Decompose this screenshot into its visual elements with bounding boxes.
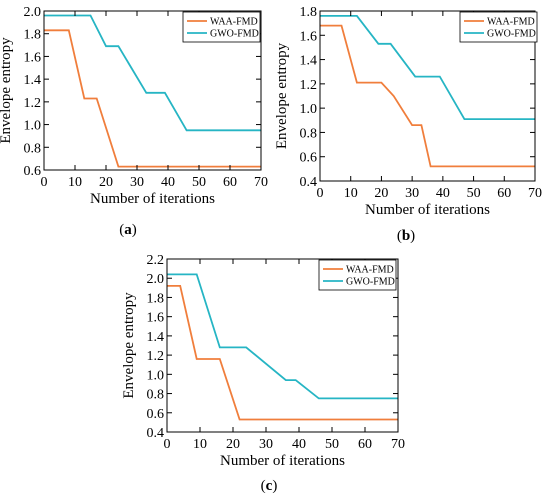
series-line-waa-fmd [320,24,535,168]
x-tick-label: 50 [325,437,339,452]
y-tick-label: 2.0 [147,272,165,287]
y-tick-label: 0.6 [147,407,165,422]
x-tick-label: 20 [226,437,240,452]
y-axis-title: Envelope entropy [121,292,137,399]
x-tick-label: 50 [467,186,481,201]
chart-panel-a: 0 10 20 30 40 50 60 70 0.6 0.8 1.0 1.2 1.4 1.6 1.8 2.0 N… [0,5,268,238]
panel-label: (c) [261,478,278,494]
x-tick-label: 70 [528,186,542,201]
series-line-waa-fmd [44,29,261,168]
y-tick-label: 1.0 [300,102,318,117]
x-tick-label: 60 [497,186,511,201]
series-line-gwo-fmd [44,14,261,132]
legend-box [459,11,538,43]
x-tick-label: 30 [405,186,419,201]
legend-label-gwo-fmd: GWO-FMD [346,277,395,288]
x-tick-label: 40 [292,437,306,452]
y-tick-label: 0.4 [300,175,318,190]
x-tick-label: 50 [192,175,206,190]
series-line-gwo-fmd [320,14,535,120]
x-tick-label: 0 [317,186,324,201]
legend-label-waa-fmd: WAA-FMD [346,265,394,276]
x-tick-label: 20 [374,186,388,201]
y-tick-label: 0.8 [300,126,318,141]
y-tick-label: 1.6 [300,29,318,44]
plot-frame [43,10,262,171]
y-tick-label: 2.0 [24,5,42,20]
x-axis-title: Number of iterations [90,191,215,207]
y-tick-label: 1.6 [147,311,165,326]
plot-frame [319,10,536,182]
series-line-waa-fmd [167,284,398,421]
x-tick-label: 40 [161,175,175,190]
x-axis-title: Number of iterations [220,453,345,469]
panel-label: (a) [119,222,137,238]
y-tick-label: 1.2 [300,78,318,93]
y-tick-label: 0.4 [147,426,165,441]
y-tick-label: 1.2 [24,96,42,111]
y-tick-label: 1.8 [147,291,165,306]
y-tick-label: 1.6 [24,50,42,65]
y-tick-label: 0.8 [24,141,42,156]
y-tick-label: 1.8 [300,5,318,20]
legend-label-gwo-fmd: GWO-FMD [487,29,536,40]
x-tick-label: 70 [391,437,405,452]
x-tick-label: 0 [41,175,48,190]
y-tick-label: 1.4 [147,330,165,345]
x-tick-label: 30 [259,437,273,452]
y-tick-label: 0.6 [300,151,318,166]
y-tick-label: 1.2 [147,349,165,364]
y-tick-label: 0.6 [24,164,42,179]
legend-label-waa-fmd: WAA-FMD [210,17,258,28]
chart-panel-b: 0 10 20 30 40 50 60 70 0.4 0.6 0.8 1.0 1.2 1.4 1.6 1.8 N… [274,5,542,244]
x-tick-label: 60 [358,437,372,452]
y-axis-title: Envelope entropy [0,37,14,144]
legend-label-gwo-fmd: GWO-FMD [210,29,259,40]
x-tick-label: 20 [99,175,113,190]
y-tick-label: 1.4 [24,73,42,88]
legend-box [182,11,261,43]
y-tick-label: 1.0 [24,119,42,134]
x-tick-label: 10 [193,437,207,452]
legend-label-waa-fmd: WAA-FMD [487,17,535,28]
legend-box [318,259,397,291]
panel-label: (b) [397,228,415,244]
y-axis-title: Envelope entropy [274,42,290,149]
y-tick-label: 1.0 [147,368,165,383]
x-tick-label: 60 [223,175,237,190]
series-line-gwo-fmd [167,273,398,400]
plot-frame [166,258,399,433]
x-axis-title: Number of iterations [365,202,490,218]
x-tick-label: 0 [164,437,171,452]
chart-panel-c: 0 10 20 30 40 50 60 70 0.4 0.6 0.8 1.0 1.2 1.4 1.6 1.8 2… [121,253,405,494]
y-tick-label: 2.2 [147,253,165,268]
y-tick-label: 1.4 [300,54,318,69]
x-tick-label: 40 [436,186,450,201]
x-tick-label: 70 [254,175,268,190]
y-tick-label: 0.8 [147,388,165,403]
x-tick-label: 10 [68,175,82,190]
y-tick-label: 1.8 [24,28,42,43]
x-tick-label: 10 [344,186,358,201]
x-tick-label: 30 [130,175,144,190]
